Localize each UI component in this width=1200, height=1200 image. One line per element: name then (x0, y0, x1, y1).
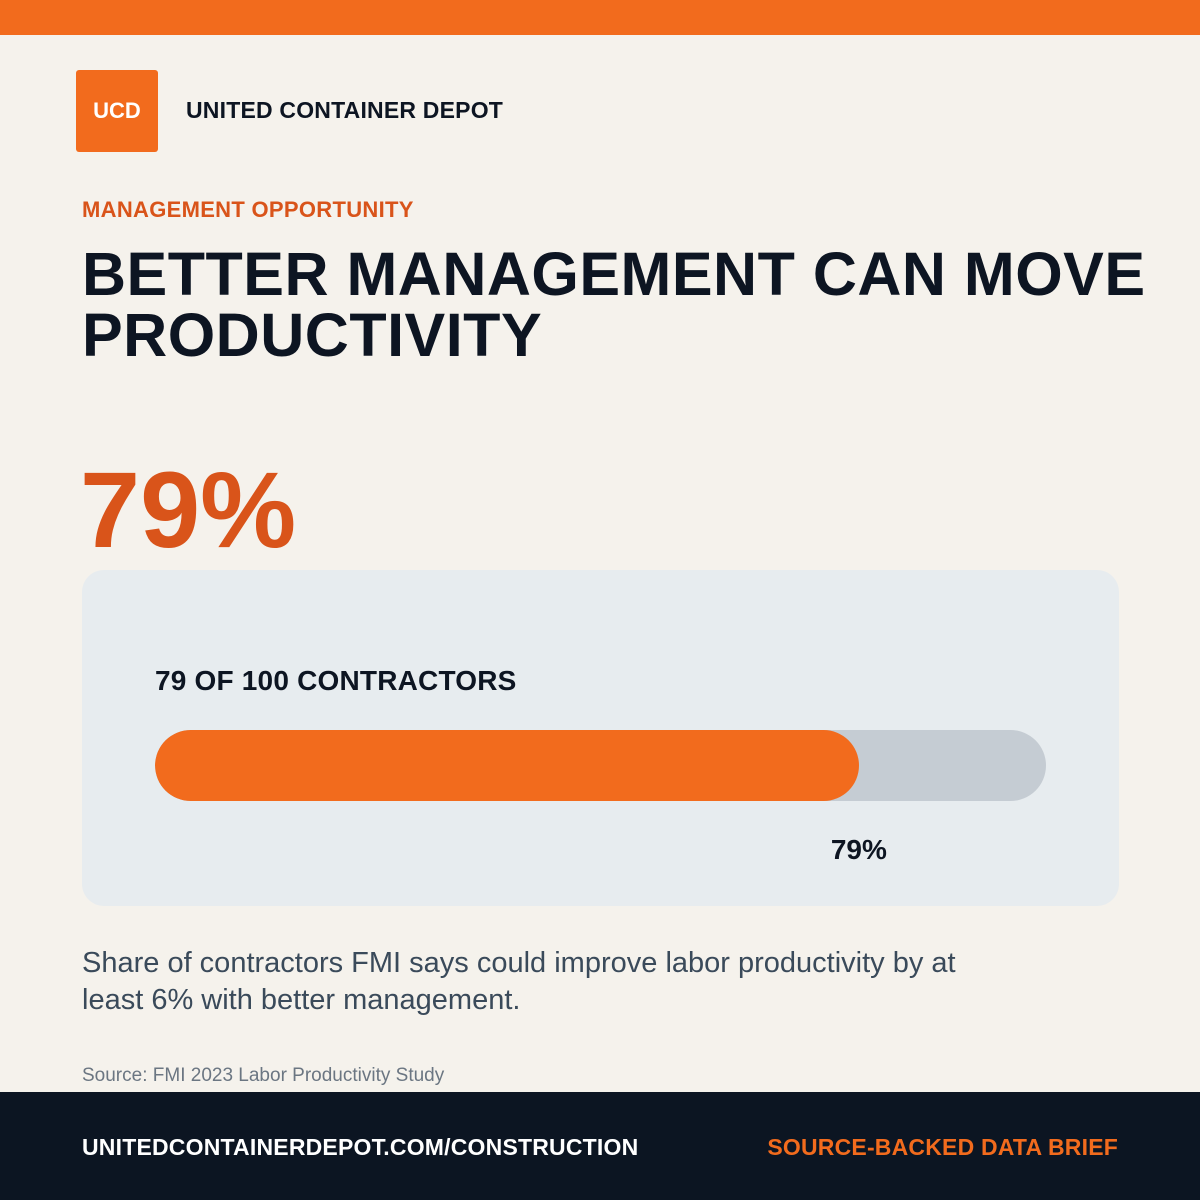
description: Share of contractors FMI says could impr… (82, 947, 956, 1016)
source-note: Source: FMI 2023 Labor Productivity Stud… (82, 1065, 445, 1086)
headline-line-1: BETTER MANAGEMENT CAN MOVE (82, 240, 1146, 308)
big-stat: 79% (80, 449, 297, 570)
headline: BETTER MANAGEMENT CAN MOVE PRODUCTIVITY (82, 244, 1192, 366)
eyebrow-label: MANAGEMENT OPPORTUNITY (82, 197, 414, 222)
progress-card: 79 OF 100 CONTRACTORS 79% (82, 570, 1119, 906)
footer-tag: SOURCE-BACKED DATA BRIEF (767, 1134, 1118, 1160)
footer: UNITEDCONTAINERDEPOT.COM/CONSTRUCTION SO… (0, 1092, 1200, 1200)
progress-fill (155, 730, 859, 801)
top-accent-bar (0, 0, 1200, 35)
brand-logo-text: UCD (93, 98, 141, 123)
progress-value: 79% (830, 834, 887, 865)
footer-url-link[interactable]: UNITEDCONTAINERDEPOT.COM/CONSTRUCTION (82, 1134, 639, 1160)
brand-logo: UCD (76, 70, 158, 152)
progress-label: 79 OF 100 CONTRACTORS (155, 665, 517, 696)
headline-line-2: PRODUCTIVITY (82, 301, 543, 369)
progress-track (155, 730, 1046, 801)
brand-name: UNITED CONTAINER DEPOT (186, 97, 504, 123)
